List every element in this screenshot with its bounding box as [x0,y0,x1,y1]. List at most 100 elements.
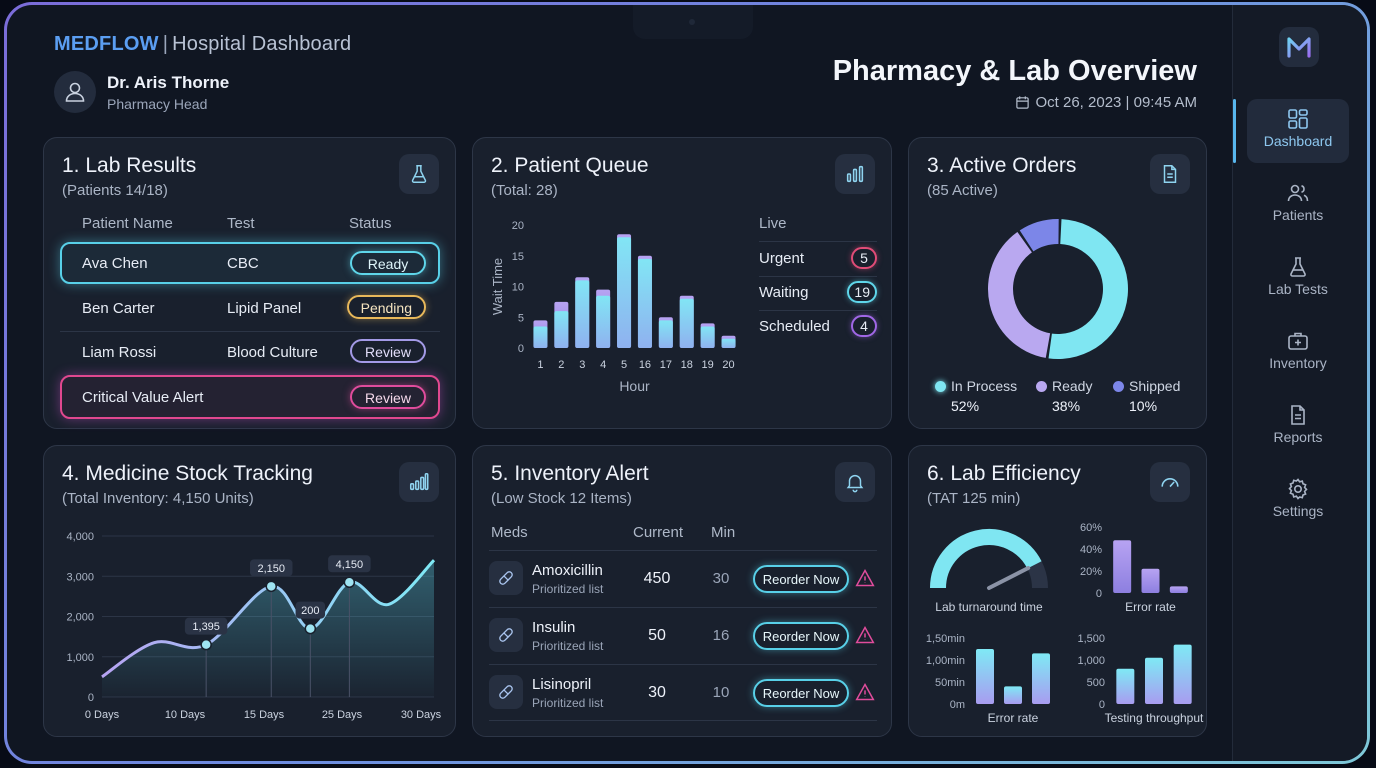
y-tick-label: 4,000 [66,531,94,543]
avatar[interactable] [54,71,96,113]
column-header-test: Test [227,215,255,232]
sidebar-item-label: Lab Tests [1268,281,1328,297]
status-badge[interactable]: Review [350,339,426,363]
med-note: Prioritized list [532,696,604,710]
table-row[interactable]: Liam Rossi Blood Culture Review [60,332,440,374]
table-row[interactable]: Ava Chen CBC Ready [60,242,440,284]
min-stock: 10 [712,684,730,701]
current-stock: 30 [648,684,666,701]
efficiency-gauge-button[interactable] [1150,462,1190,502]
annotation-bubble [250,559,293,577]
annotation-label: 200 [301,605,319,617]
annotation-point [304,622,317,635]
sidebar-item-patients[interactable]: Patients [1247,173,1349,237]
bar-front [554,311,569,348]
users-icon [1287,184,1309,202]
bar-front [700,326,715,348]
page-date: Oct 26, 2023 | 09:45 AM [1015,94,1197,111]
sidebar-item-label: Patients [1272,207,1324,223]
user-name: Dr. Aris Thorne [107,72,230,92]
count-badge: 19 [847,281,877,303]
sidebar-item-label: Reports [1273,429,1323,445]
annotation-point [200,638,212,651]
inventory-subtitle: (Low Stock 12 Items) [491,490,632,507]
dashboard-icon [1288,109,1308,129]
donut-slice [1019,219,1059,252]
patient-queue-subtitle: (Total: 28) [491,182,558,199]
row-divider [489,664,877,665]
status-badge[interactable]: Ready [350,251,426,275]
mini-bar [1169,586,1188,593]
queue-legend-waiting[interactable]: Waiting 19 [759,276,877,310]
legend-pct: 10% [1129,398,1158,414]
area-fill [102,560,434,697]
x-tick-label: 0 Days [85,709,120,721]
bar-front [596,295,611,348]
annotation-point [343,576,356,589]
donut-slice [1048,219,1128,359]
stock-area-chart: 0 1,000 2,000 3,000 4,000 0 Days 10 Days 15 Day… [66,531,441,721]
pill-icon [499,628,513,642]
status-badge[interactable]: Pending [346,295,426,319]
x-tick-label: 3 [579,359,585,371]
min-stock: 30 [712,570,730,587]
y-tick-label: 10 [512,282,524,294]
stock-chart-button[interactable] [399,462,439,502]
table-row[interactable]: Ben Carter Lipid Panel Pending [60,288,440,330]
legend-dot [1113,381,1124,392]
y-tick-label: 1,000 [1077,655,1105,667]
mini-bar [1116,668,1135,704]
sidebar-item-lab-tests[interactable]: Lab Tests [1247,247,1349,311]
stock-tracking-card: 4. Medicine Stock Tracking (Total Invent… [43,445,456,737]
inventory-alert-card: 5. Inventory Alert (Low Stock 12 Items) … [472,445,892,737]
efficiency-subtitle: (TAT 125 min) [927,490,1021,507]
lab-results-card: 1. Lab Results (Patients 14/18) Patient … [43,137,456,429]
calendar-icon [1015,96,1029,109]
reorder-button[interactable]: Reorder Now [753,679,849,707]
queue-live-label: Live [759,215,787,232]
patient-queue-chart: 0 5 10 15 20 Wait Time 1 2 3 4 5 16 17 18 19 20 Hour [490,220,736,394]
y-tick-label: 5 [518,312,524,324]
user-role: Pharmacy Head [107,95,208,112]
user-profile[interactable]: Dr. Aris Thorne Pharmacy Head [54,71,229,113]
alert-label: Critical Value Alert [82,389,204,406]
legend-dot [1036,381,1047,392]
queue-legend-scheduled[interactable]: Scheduled 4 [759,310,877,344]
mini-bar [1032,653,1050,704]
med-name: Amoxicillin [532,562,603,579]
gear-icon [1288,478,1308,500]
report-icon [1291,405,1305,425]
lab-results-flask-button[interactable] [399,154,439,194]
patient-queue-chart-button[interactable] [835,154,875,194]
x-tick-label: 18 [681,359,693,371]
status-badge[interactable]: Review [350,385,426,409]
y-tick-label: 2,000 [66,612,94,624]
annotation-label: 2,150 [257,563,285,575]
inventory-row-insulin: Insulin Prioritized list 50 16 Reorder N… [489,608,877,664]
sidebar-item-label: Inventory [1269,355,1327,371]
sidebar-item-settings[interactable]: Settings [1247,469,1349,533]
app-logo[interactable] [1279,27,1319,67]
active-orders-card: 3. Active Orders (85 Active) In Process … [908,137,1207,429]
reorder-button[interactable]: Reorder Now [753,565,849,593]
current-stock: 50 [648,627,666,644]
bar-front [575,280,590,348]
row-divider [759,241,877,242]
bar-front [658,320,673,348]
bar-front [533,326,548,348]
sidebar-item-dashboard[interactable]: Dashboard [1247,99,1349,163]
pill-icon [499,571,513,585]
x-tick-label: 15 Days [244,709,285,721]
queue-legend-urgent[interactable]: Urgent 5 [759,242,877,276]
critical-alert-row[interactable]: Critical Value Alert Review [60,375,440,419]
reorder-button[interactable]: Reorder Now [753,622,849,650]
legend-label: Waiting [759,284,809,301]
user-icon [65,82,85,102]
active-orders-doc-button[interactable] [1150,154,1190,194]
lab-results-subtitle: (Patients 14/18) [62,182,168,199]
sidebar-item-inventory[interactable]: Inventory [1247,321,1349,385]
row-divider [759,276,877,277]
sidebar-item-reports[interactable]: Reports [1247,395,1349,459]
inventory-bell-button[interactable] [835,462,875,502]
bell-icon [846,474,864,493]
